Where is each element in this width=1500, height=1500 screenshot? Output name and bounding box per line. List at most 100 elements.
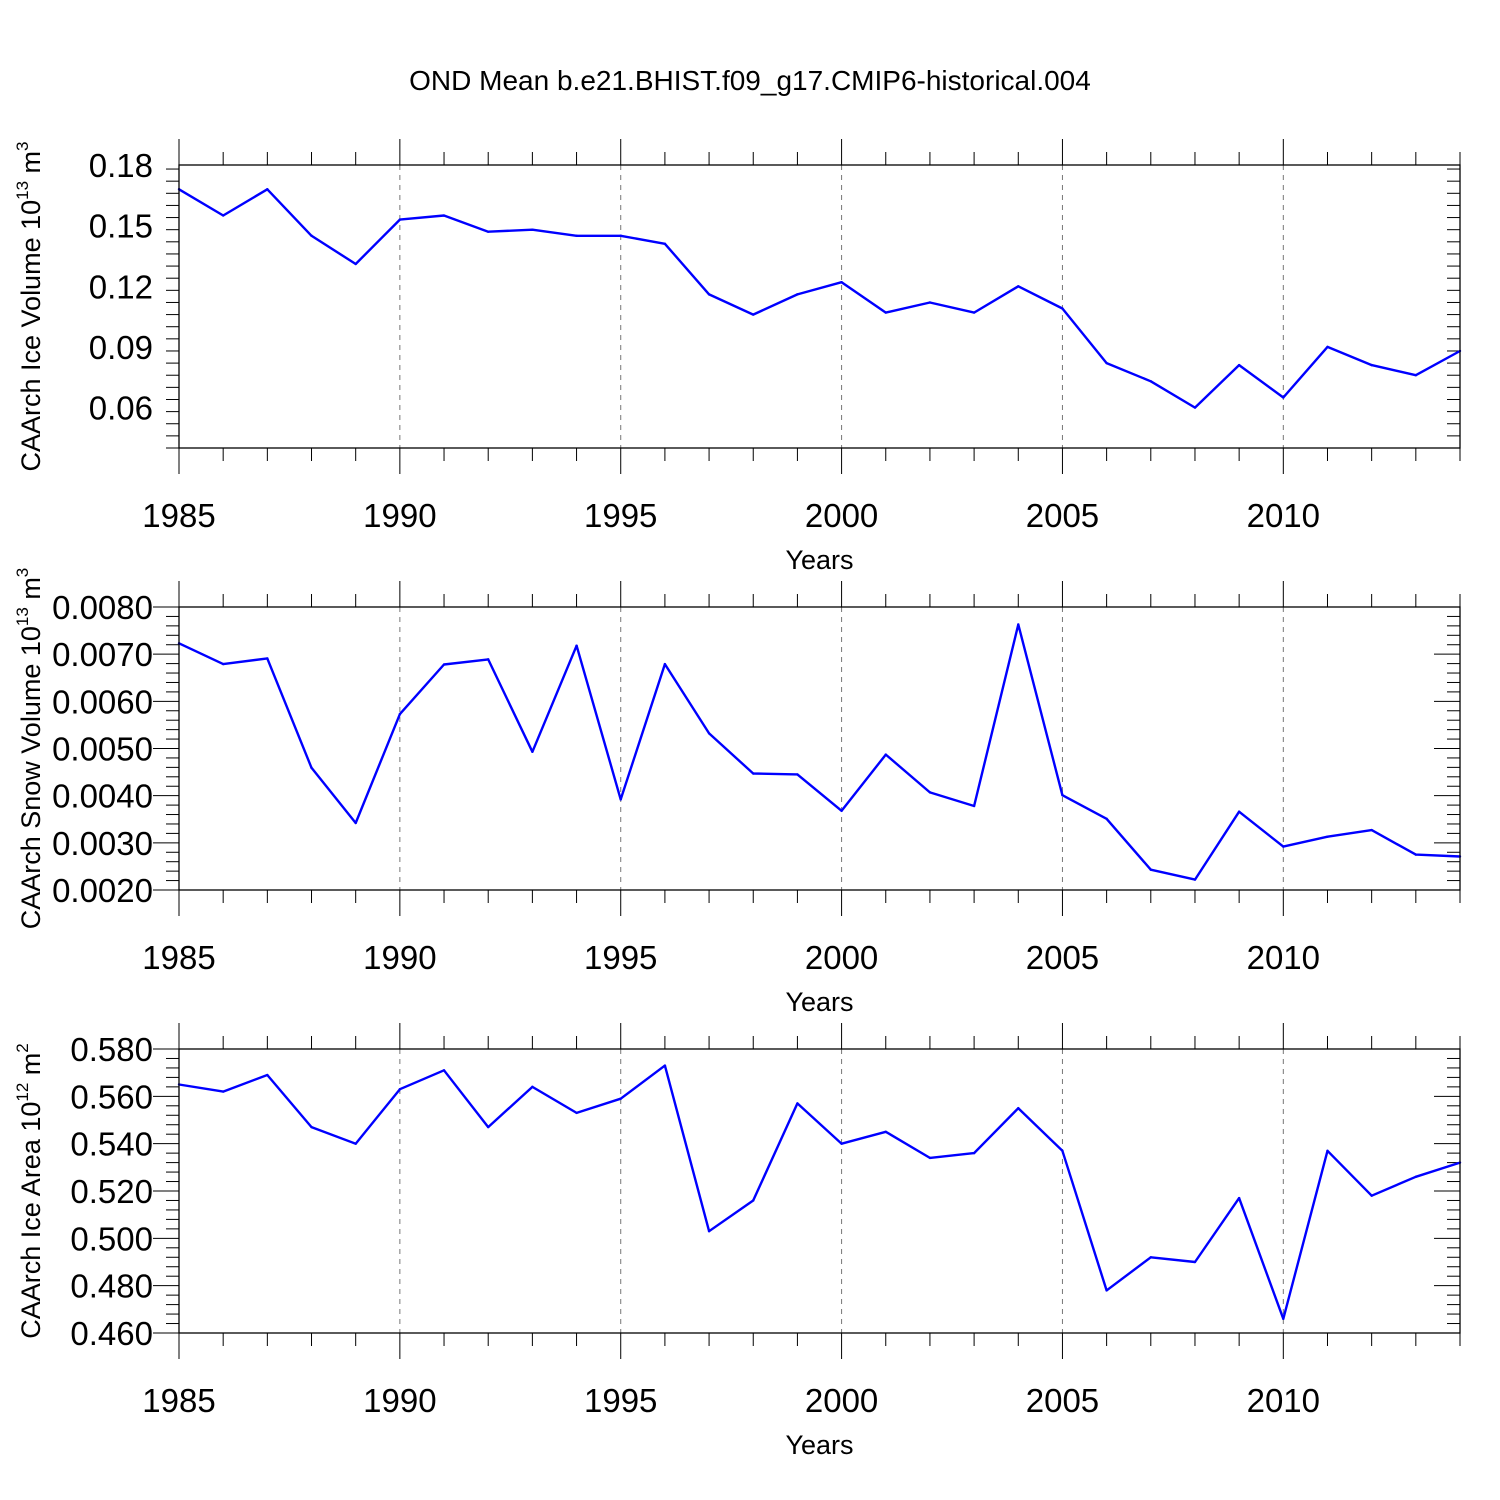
x-axis-title: Years <box>785 987 853 1017</box>
data-point <box>354 1142 357 1145</box>
data-point <box>1149 868 1152 871</box>
data-point <box>487 1125 490 1129</box>
y-tick-label: 0.0070 <box>52 636 153 673</box>
data-point <box>796 293 799 296</box>
panels: 0.06 0.09 0.12 0.15 0.18 1985 1990 1995 2000 2005… <box>13 139 1462 1460</box>
y-tick-label: 0.0020 <box>52 872 153 909</box>
data-point <box>884 1130 887 1134</box>
data-point <box>1193 1260 1197 1264</box>
y-tick-label: 0.0040 <box>52 778 153 815</box>
panel-2: 0.0020 0.0030 0.0040 0.0050 0.0060 0.0070 0.00… <box>13 568 1462 1017</box>
y-axis-title: CAArch Ice Area 1012 m2 <box>13 1043 46 1339</box>
data-point <box>1061 1149 1064 1152</box>
data-point <box>531 1085 534 1089</box>
x-tick-label: 1985 <box>142 497 215 534</box>
y-tick-label: 0.18 <box>89 147 153 184</box>
data-point <box>1061 307 1064 310</box>
y-tick-label: 0.560 <box>70 1078 153 1115</box>
plot-frame <box>178 606 1461 891</box>
x-tick-label: 1985 <box>142 939 215 976</box>
data-point <box>619 234 622 237</box>
data-point <box>1017 285 1020 288</box>
data-point <box>1105 1289 1108 1292</box>
data-point <box>928 301 932 304</box>
data-point <box>266 657 269 660</box>
data-point <box>575 644 578 647</box>
data-point <box>884 311 887 314</box>
x-tick-label: 1985 <box>142 1382 215 1419</box>
x-tick-label: 1990 <box>363 1382 436 1419</box>
y-axis-title-text: CAArch Ice Volume 10 <box>16 200 46 472</box>
data-point <box>796 1102 799 1105</box>
x-tick-label: 2000 <box>805 1382 878 1419</box>
y-axis-title: CAArch Ice Volume 1013 m3 <box>13 141 46 471</box>
series-line <box>178 623 1461 881</box>
data-point <box>1370 1194 1373 1197</box>
data-point <box>1370 828 1373 832</box>
data-point <box>619 1097 622 1100</box>
data-point <box>796 773 799 776</box>
data-point <box>928 1156 932 1160</box>
chart-title: OND Mean b.e21.BHIST.f09_g17.CMIP6-histo… <box>409 65 1091 96</box>
data-point <box>575 234 578 237</box>
y-axis-title-text: CAArch Snow Volume 10 <box>16 626 46 929</box>
data-point <box>619 798 622 801</box>
y-tick-label: 0.480 <box>70 1268 153 1305</box>
data-point <box>752 772 755 775</box>
data-point <box>487 658 490 661</box>
y-axis-title-exponent: 12 <box>13 1083 32 1102</box>
data-point <box>398 712 402 716</box>
data-point <box>1414 374 1418 377</box>
data-point <box>310 766 313 770</box>
data-point <box>928 791 932 794</box>
data-point <box>663 1064 667 1067</box>
y-tick-label: 0.460 <box>70 1315 153 1352</box>
data-point <box>707 293 711 296</box>
data-point <box>221 1090 225 1093</box>
y-tick-label: 0.520 <box>70 1173 153 1210</box>
y-tick-label: 0.0080 <box>52 589 153 626</box>
x-tick-label: 1990 <box>363 939 436 976</box>
x-tick-label: 1995 <box>584 1382 657 1419</box>
y-tick-label: 0.12 <box>89 268 153 305</box>
data-point <box>1061 793 1064 797</box>
y-tick-label: 0.06 <box>89 390 153 427</box>
x-tick-label: 1995 <box>584 939 657 976</box>
data-point <box>840 281 843 284</box>
data-point <box>1105 817 1108 820</box>
data-point <box>1282 1317 1285 1321</box>
data-point <box>752 1199 755 1202</box>
x-tick-label: 2010 <box>1247 1382 1320 1419</box>
data-point <box>707 1230 711 1233</box>
data-point <box>840 1142 843 1145</box>
data-point <box>354 821 357 825</box>
x-tick-label: 2000 <box>805 497 878 534</box>
data-point <box>1414 1175 1418 1179</box>
y-axis-title-unit: m <box>16 577 46 607</box>
data-point <box>398 1088 402 1091</box>
data-point <box>221 662 225 666</box>
y-tick-label: 0.580 <box>70 1031 153 1068</box>
data-point <box>1326 835 1329 838</box>
panel-1: 0.06 0.09 0.12 0.15 0.18 1985 1990 1995 2000 2005… <box>13 139 1462 575</box>
data-point <box>310 234 313 237</box>
y-tick-label: 0.500 <box>70 1220 153 1257</box>
y-tick-label: 0.09 <box>89 329 153 366</box>
series-line <box>178 1064 1461 1321</box>
data-point <box>1149 380 1152 383</box>
data-point <box>310 1125 313 1129</box>
x-tick-label: 2005 <box>1026 939 1099 976</box>
y-axis-title-unit: m <box>16 151 46 181</box>
y-tick-label: 0.540 <box>70 1126 153 1163</box>
data-point <box>1237 810 1241 813</box>
plot-frame <box>178 164 1461 449</box>
plot-frame <box>178 1048 1461 1334</box>
y-tick-label: 0.0030 <box>52 825 153 862</box>
data-point <box>221 214 225 217</box>
data-point <box>1370 363 1373 367</box>
data-point <box>1282 845 1285 848</box>
data-point <box>487 230 490 233</box>
data-point <box>398 218 402 221</box>
data-point <box>1193 406 1197 409</box>
